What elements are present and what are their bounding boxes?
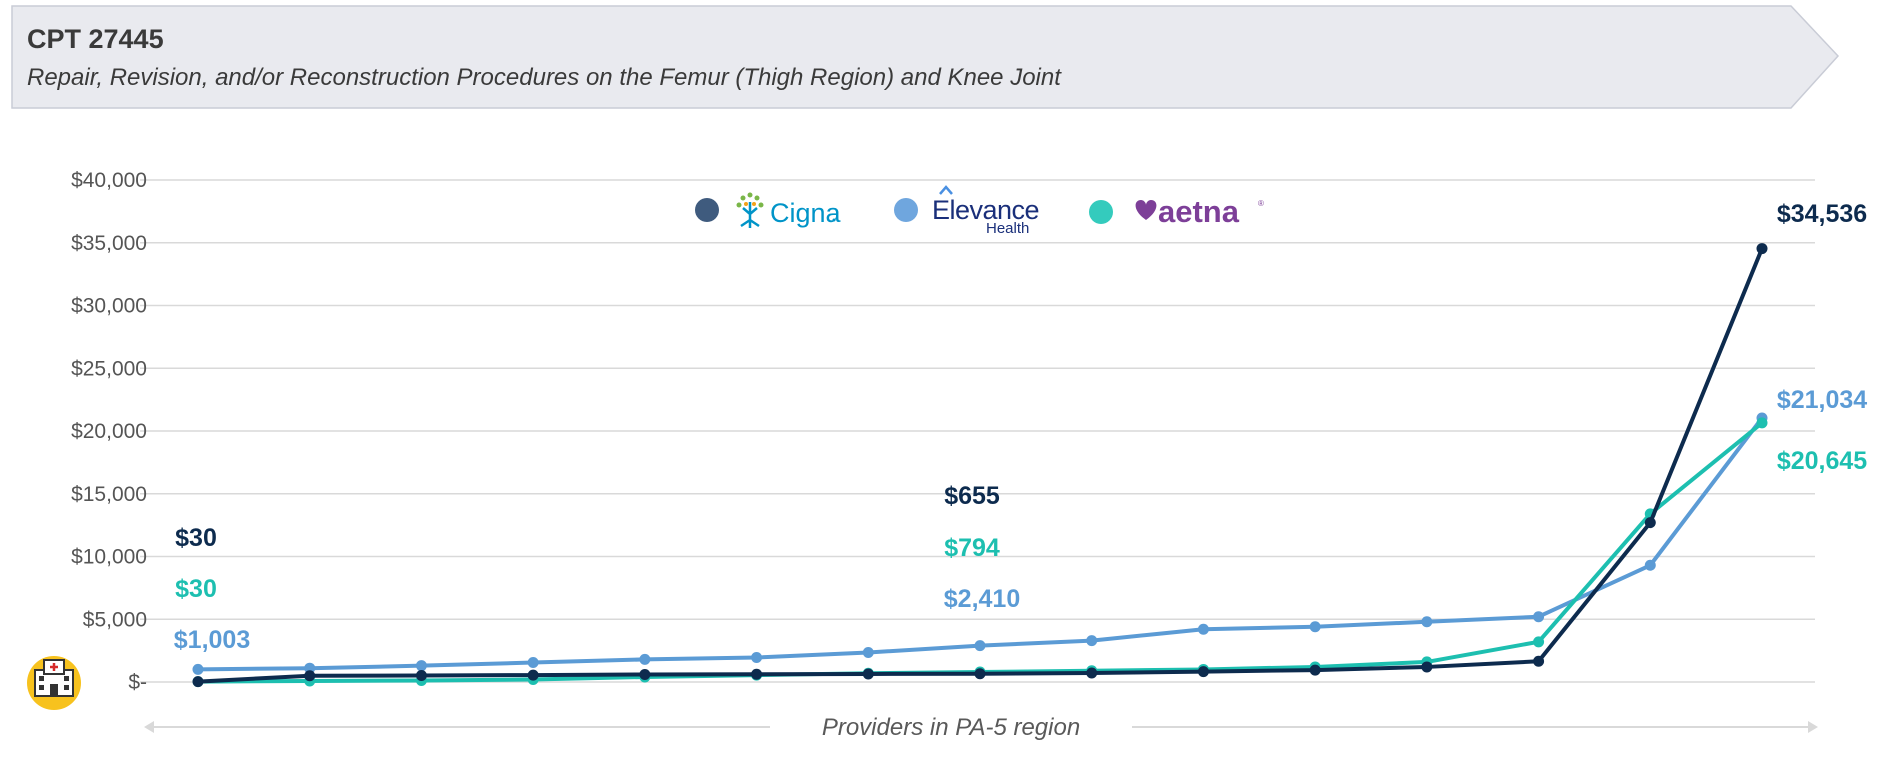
data-point-elevance-health [415,660,427,672]
data-point-elevance-health [751,652,763,664]
data-label-cigna: $30 [175,524,217,552]
legend-item-elevance-health: Elevance Health [894,185,1040,237]
data-point-elevance-health [862,647,874,659]
legend-item-aetna: aetna ® [1089,194,1264,229]
data-point-cigna [1421,661,1433,673]
data-point-aetna [1756,417,1768,429]
y-axis-ticks: $- $5,000 $10,000 $15,000 $20,000 $25,000 $30,… [71,169,147,694]
cpt-code: CPT 27445 [27,24,164,54]
series [192,243,1768,688]
data-point-elevance-health [1309,621,1321,633]
cigna-logo-text: Cigna [770,198,842,228]
data-point-cigna [862,668,874,680]
data-point-cigna [1086,667,1098,679]
data-point-cigna [1309,664,1321,676]
data-label-cigna: $34,536 [1777,200,1867,228]
data-point-elevance-health [527,657,539,669]
data-point-elevance-health [974,640,986,652]
series-elevance-health [192,412,1768,675]
elevance-health-logo: Elevance Health [932,185,1040,237]
y-tick-label: $40,000 [71,169,147,192]
legend-item-cigna: Cigna [695,192,842,228]
x-axis: Providers in PA-5 region [144,714,1818,741]
data-point-cigna [1644,517,1656,529]
data-label-elevance-health: $21,034 [1777,386,1867,414]
data-point-elevance-health [1197,623,1209,635]
data-label-aetna: $20,645 [1777,447,1867,475]
y-tick-label: $- [128,671,147,694]
data-point-cigna [1756,243,1768,255]
y-tick-label: $20,000 [71,420,147,443]
legend-marker-cigna [695,198,719,222]
data-point-cigna [974,668,986,680]
data-point-elevance-health [1086,635,1098,647]
data-point-elevance-health [304,662,316,674]
data-labels: $30 $655 $34,536 $1,003 $2,410 $21,034 $30 $794… [174,200,1868,654]
svg-text:®: ® [1258,199,1264,208]
elevance-logo-subtext: Health [986,220,1029,237]
data-point-elevance-health [639,653,651,665]
hospital-icon [27,656,81,710]
elevance-logo-text: Elevance [932,195,1039,225]
x-axis-arrowhead-right [1808,721,1818,733]
data-point-elevance-health [1421,616,1433,628]
y-tick-label: $5,000 [83,608,147,631]
procedure-description: Repair, Revision, and/or Reconstruction … [27,64,1061,91]
data-label-elevance-health: $2,410 [944,585,1020,613]
legend-marker-aetna [1089,200,1113,224]
y-tick-label: $30,000 [71,295,147,318]
y-tick-label: $15,000 [71,483,147,506]
legend: Cigna Elevance Health aetna ® [695,185,1264,237]
y-tick-label: $10,000 [71,546,147,569]
data-point-cigna [639,668,651,680]
legend-marker-elevance [894,198,918,222]
y-tick-label: $35,000 [71,232,147,255]
data-point-cigna [751,668,763,680]
data-point-cigna [1533,655,1545,667]
data-point-cigna [415,669,427,681]
data-label-elevance-health: $1,003 [174,626,250,654]
data-point-cigna [1197,666,1209,678]
x-axis-arrowhead-left [144,721,154,733]
y-tick-label: $25,000 [71,357,147,380]
data-point-elevance-health [192,663,204,675]
aetna-logo-text: aetna [1158,194,1240,229]
series-cigna [192,243,1768,688]
title-banner [11,5,1840,109]
data-point-elevance-health [1533,611,1545,623]
data-label-aetna: $794 [944,534,1000,562]
x-axis-title: Providers in PA-5 region [822,714,1080,741]
data-point-cigna [304,670,316,682]
data-point-cigna [527,669,539,681]
data-label-aetna: $30 [175,575,217,603]
data-label-cigna: $655 [944,482,1000,510]
data-point-aetna [1533,636,1545,648]
cigna-logo: Cigna [736,192,842,228]
data-point-cigna [192,676,204,688]
grid [140,179,1815,683]
data-point-elevance-health [1644,559,1656,571]
aetna-logo: aetna ® [1135,194,1264,229]
